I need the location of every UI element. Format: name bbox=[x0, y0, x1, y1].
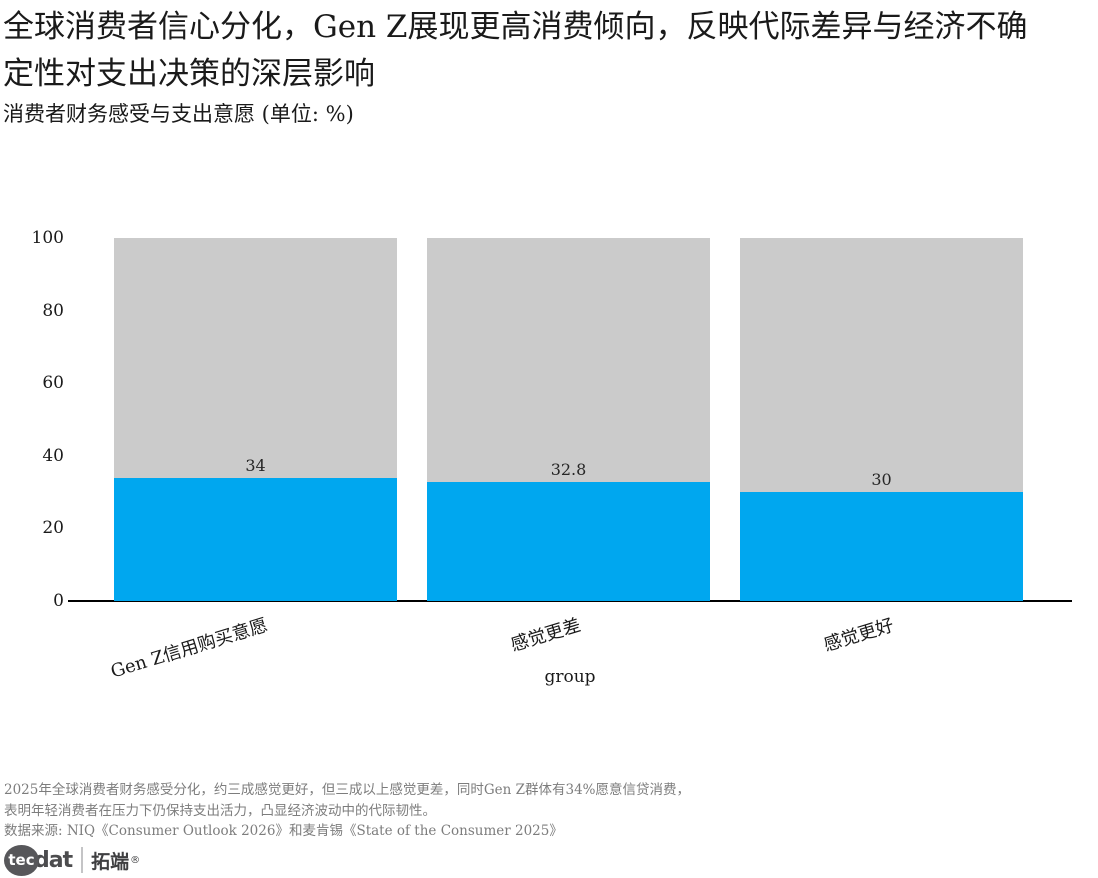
bar-value-label: 34 bbox=[245, 455, 266, 475]
tecdat-logo-suffix: dat bbox=[34, 847, 73, 873]
x-axis-title: group bbox=[544, 667, 596, 687]
bar-2: 30 bbox=[740, 238, 1023, 601]
x-tick-label: 感觉更好 bbox=[820, 614, 896, 656]
y-tick-label: 20 bbox=[42, 518, 64, 539]
tecdat-logo-cjk: 拓端 bbox=[91, 850, 130, 873]
footer-note-line1: 2025年全球消费者财务感受分化，约三成感觉更好，但三成以上感觉更差，同时Gen… bbox=[4, 782, 691, 798]
tecdat-logo-mark: tec bbox=[4, 844, 39, 876]
chart-title: 全球消费者信心分化，Gen Z展现更高消费倾向，反映代际差异与经济不确定性对支出… bbox=[3, 9, 1028, 92]
bar-segment-value bbox=[114, 477, 397, 601]
y-tick-label: 40 bbox=[42, 445, 64, 466]
x-axis-line bbox=[68, 600, 1072, 602]
bar-segment-value bbox=[740, 492, 1023, 601]
bar-segment-value bbox=[427, 481, 710, 601]
y-tick-label: 80 bbox=[42, 300, 64, 321]
chart-subtitle: 消费者财务感受与支出意愿 (单位: %) bbox=[3, 102, 354, 126]
bar-value-label: 30 bbox=[871, 470, 892, 490]
tecdat-logo: tec dat 拓端 ® bbox=[4, 844, 140, 876]
x-tick-label: 感觉更差 bbox=[507, 614, 583, 656]
bar-1: 32.8 bbox=[427, 238, 710, 601]
logo-divider bbox=[81, 847, 84, 873]
y-tick-label: 100 bbox=[31, 228, 64, 248]
bar-0: 34 bbox=[114, 238, 397, 601]
registered-mark: ® bbox=[130, 854, 141, 866]
y-tick-label: 0 bbox=[53, 591, 64, 611]
bar-value-label: 32.8 bbox=[550, 459, 587, 479]
footer-note-line2: 表明年轻消费者在压力下仍保持支出活力，凸显经济波动中的代际韧性。 bbox=[4, 803, 436, 819]
y-tick-label: 60 bbox=[42, 373, 64, 394]
data-source-note: 数据来源: NIQ《Consumer Outlook 2026》和麦肯锡《Sta… bbox=[4, 823, 563, 839]
